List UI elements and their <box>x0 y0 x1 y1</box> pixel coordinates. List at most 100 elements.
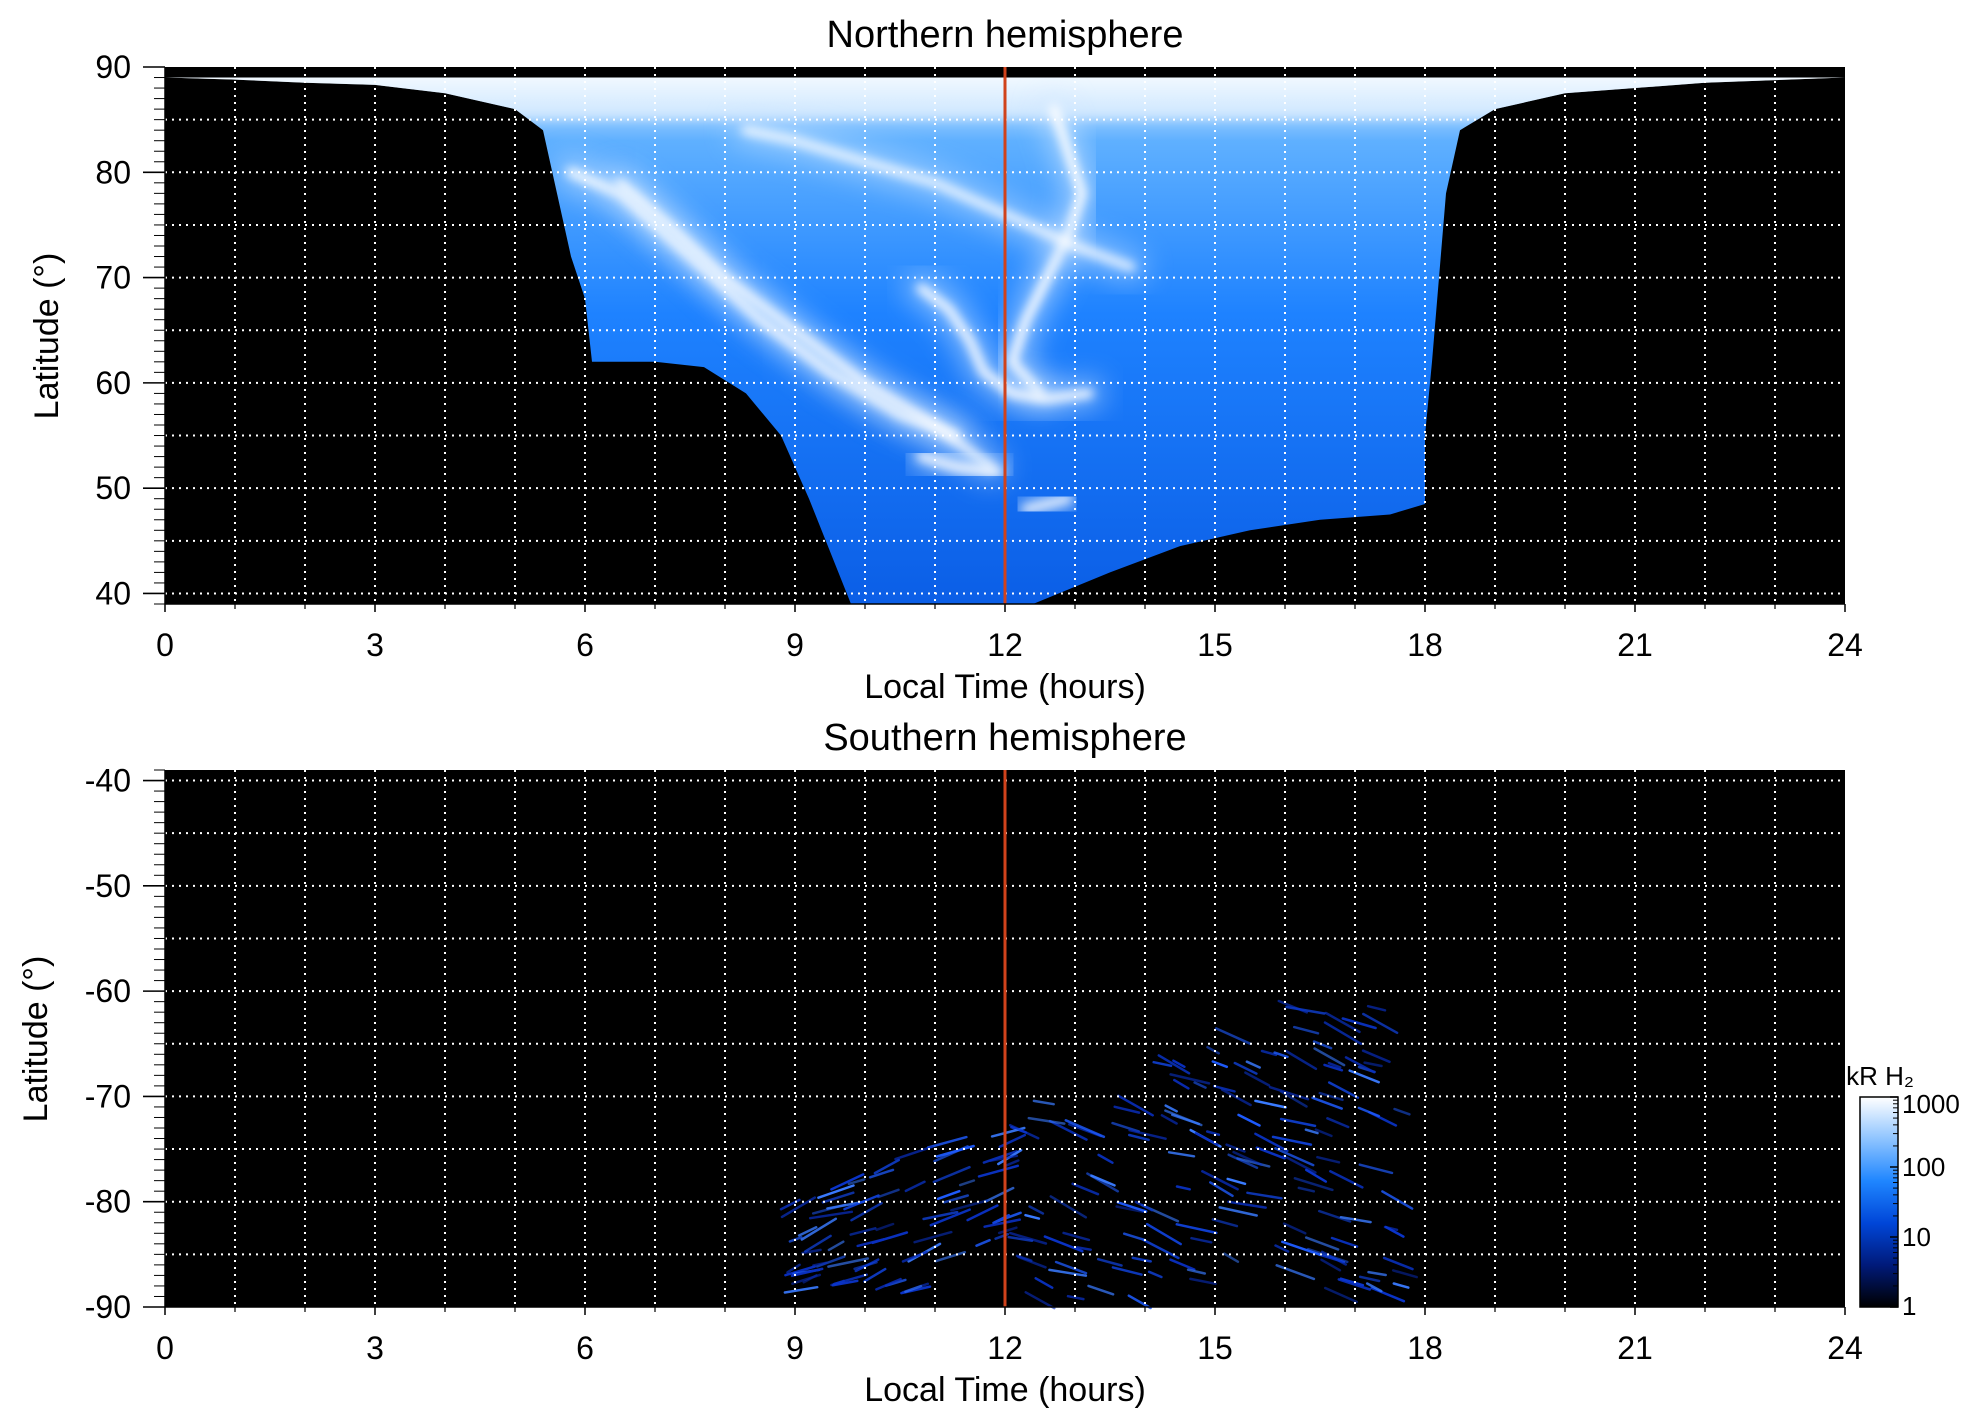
auroral-arc <box>741 125 1136 272</box>
emission-streak <box>786 1263 801 1274</box>
emission-streak <box>1279 1117 1317 1128</box>
emission-streak <box>1358 1275 1381 1283</box>
x-tick-label: 15 <box>1197 1330 1233 1366</box>
emission-streak <box>1111 1121 1141 1133</box>
emission-streak <box>1128 1128 1167 1140</box>
emission-streak <box>1007 1235 1034 1243</box>
emission-streak <box>1227 1153 1259 1169</box>
emission-streak <box>1206 1045 1220 1055</box>
emission-streak <box>1341 1017 1377 1030</box>
emission-streak <box>1273 1051 1289 1059</box>
emission-streak <box>932 1165 971 1184</box>
south-y-axis-label: Latitude (°) <box>17 956 55 1123</box>
emission-streak <box>1324 1011 1361 1034</box>
emission-streak <box>904 1180 926 1193</box>
north-y-axis: 40 50 60 70 80 90 <box>95 49 166 611</box>
emission-streak <box>1293 1177 1334 1192</box>
emission-streak <box>1233 1061 1258 1075</box>
emission-streak <box>1205 1130 1221 1136</box>
x-tick-label: 6 <box>576 1330 594 1366</box>
south-x-axis: 0 3 6 9 12 15 18 21 24 <box>156 1306 1863 1366</box>
emission-streak <box>868 1168 895 1179</box>
south-heatmap-image <box>779 999 1418 1310</box>
x-tick-label: 15 <box>1197 627 1233 663</box>
emission-streak <box>1076 1246 1092 1251</box>
emission-streak <box>1274 1244 1290 1253</box>
emission-streak <box>1211 1218 1239 1228</box>
emission-streak <box>1339 1277 1365 1287</box>
emission-streak <box>1043 1235 1084 1253</box>
emission-streak <box>784 1265 817 1277</box>
emission-streak <box>1087 1284 1115 1296</box>
emission-streak <box>1131 1256 1152 1263</box>
emission-streak <box>1167 1151 1196 1158</box>
emission-streak <box>966 1204 999 1222</box>
emission-streak <box>1097 1153 1114 1164</box>
north-title: Northern hemisphere <box>827 14 1184 56</box>
emission-streak <box>1096 1257 1123 1267</box>
x-tick-label: 21 <box>1617 627 1653 663</box>
emission-streak <box>1320 1258 1342 1272</box>
emission-streak <box>808 1210 854 1220</box>
emission-streak <box>1127 1294 1152 1310</box>
y-tick-label: 80 <box>95 154 131 190</box>
emission-streak <box>922 1210 959 1221</box>
auroral-arc <box>1007 104 1087 398</box>
emission-streak <box>1297 1186 1316 1193</box>
emission-streak <box>1304 1128 1319 1135</box>
emission-streak <box>1152 1060 1173 1068</box>
emission-streak <box>1281 1240 1321 1256</box>
emission-streak <box>1024 1213 1041 1220</box>
emission-streak <box>1194 1132 1219 1146</box>
x-tick-label: 18 <box>1407 627 1443 663</box>
emission-streak <box>1393 1107 1411 1116</box>
x-tick-label: 3 <box>366 627 384 663</box>
emission-streak <box>1254 1132 1289 1153</box>
emission-streak <box>1172 1059 1186 1069</box>
emission-streak <box>1028 1205 1045 1215</box>
emission-streak <box>1304 1236 1340 1251</box>
emission-streak <box>1193 1081 1207 1089</box>
emission-streak <box>1226 1177 1247 1186</box>
emission-streak <box>1382 1256 1414 1271</box>
emission-streak <box>1048 1268 1088 1277</box>
emission-streak <box>1214 1027 1252 1045</box>
emission-streak <box>1134 1200 1154 1212</box>
emission-streak <box>1326 1117 1350 1129</box>
colorbar-tick-label: 1 <box>1902 1291 1916 1321</box>
y-tick-label: -80 <box>85 1184 131 1220</box>
emission-streak <box>1366 1004 1387 1012</box>
emission-streak <box>1189 1277 1217 1286</box>
y-tick-label: -60 <box>85 973 131 1009</box>
y-tick-label: 50 <box>95 470 131 506</box>
emission-streak <box>1277 999 1309 1014</box>
emission-streak <box>1160 1114 1178 1125</box>
emission-streak <box>975 1238 991 1247</box>
y-tick-label: -90 <box>85 1289 131 1325</box>
emission-streak <box>1122 1232 1147 1242</box>
emission-streak <box>1227 1200 1267 1209</box>
emission-streak <box>1282 1222 1307 1235</box>
emission-streak <box>1362 1012 1399 1035</box>
emission-streak <box>904 1284 923 1293</box>
x-tick-label: 9 <box>786 627 804 663</box>
emission-streak <box>935 1144 975 1158</box>
emission-streak <box>843 1194 880 1211</box>
y-tick-label: 40 <box>95 575 131 611</box>
emission-streak <box>1145 1222 1182 1246</box>
emission-streak <box>783 1285 819 1294</box>
x-tick-label: 3 <box>366 1330 384 1366</box>
emission-streak <box>797 1226 818 1237</box>
emission-streak <box>1164 1104 1178 1113</box>
emission-streak <box>1282 1154 1317 1174</box>
north-x-axis-label: Local Time (hours) <box>864 668 1146 706</box>
emission-streak <box>1323 1286 1358 1304</box>
emission-streak <box>1147 1270 1163 1279</box>
emission-streak <box>1246 1191 1283 1200</box>
emission-streak <box>1111 1266 1143 1276</box>
x-tick-label: 9 <box>786 1330 804 1366</box>
emission-streak <box>1049 1195 1088 1219</box>
y-tick-label: -40 <box>85 763 131 799</box>
south-panel: Southern hemisphere 0 3 6 9 12 15 18 21 24 -40 -5… <box>17 717 1863 1409</box>
